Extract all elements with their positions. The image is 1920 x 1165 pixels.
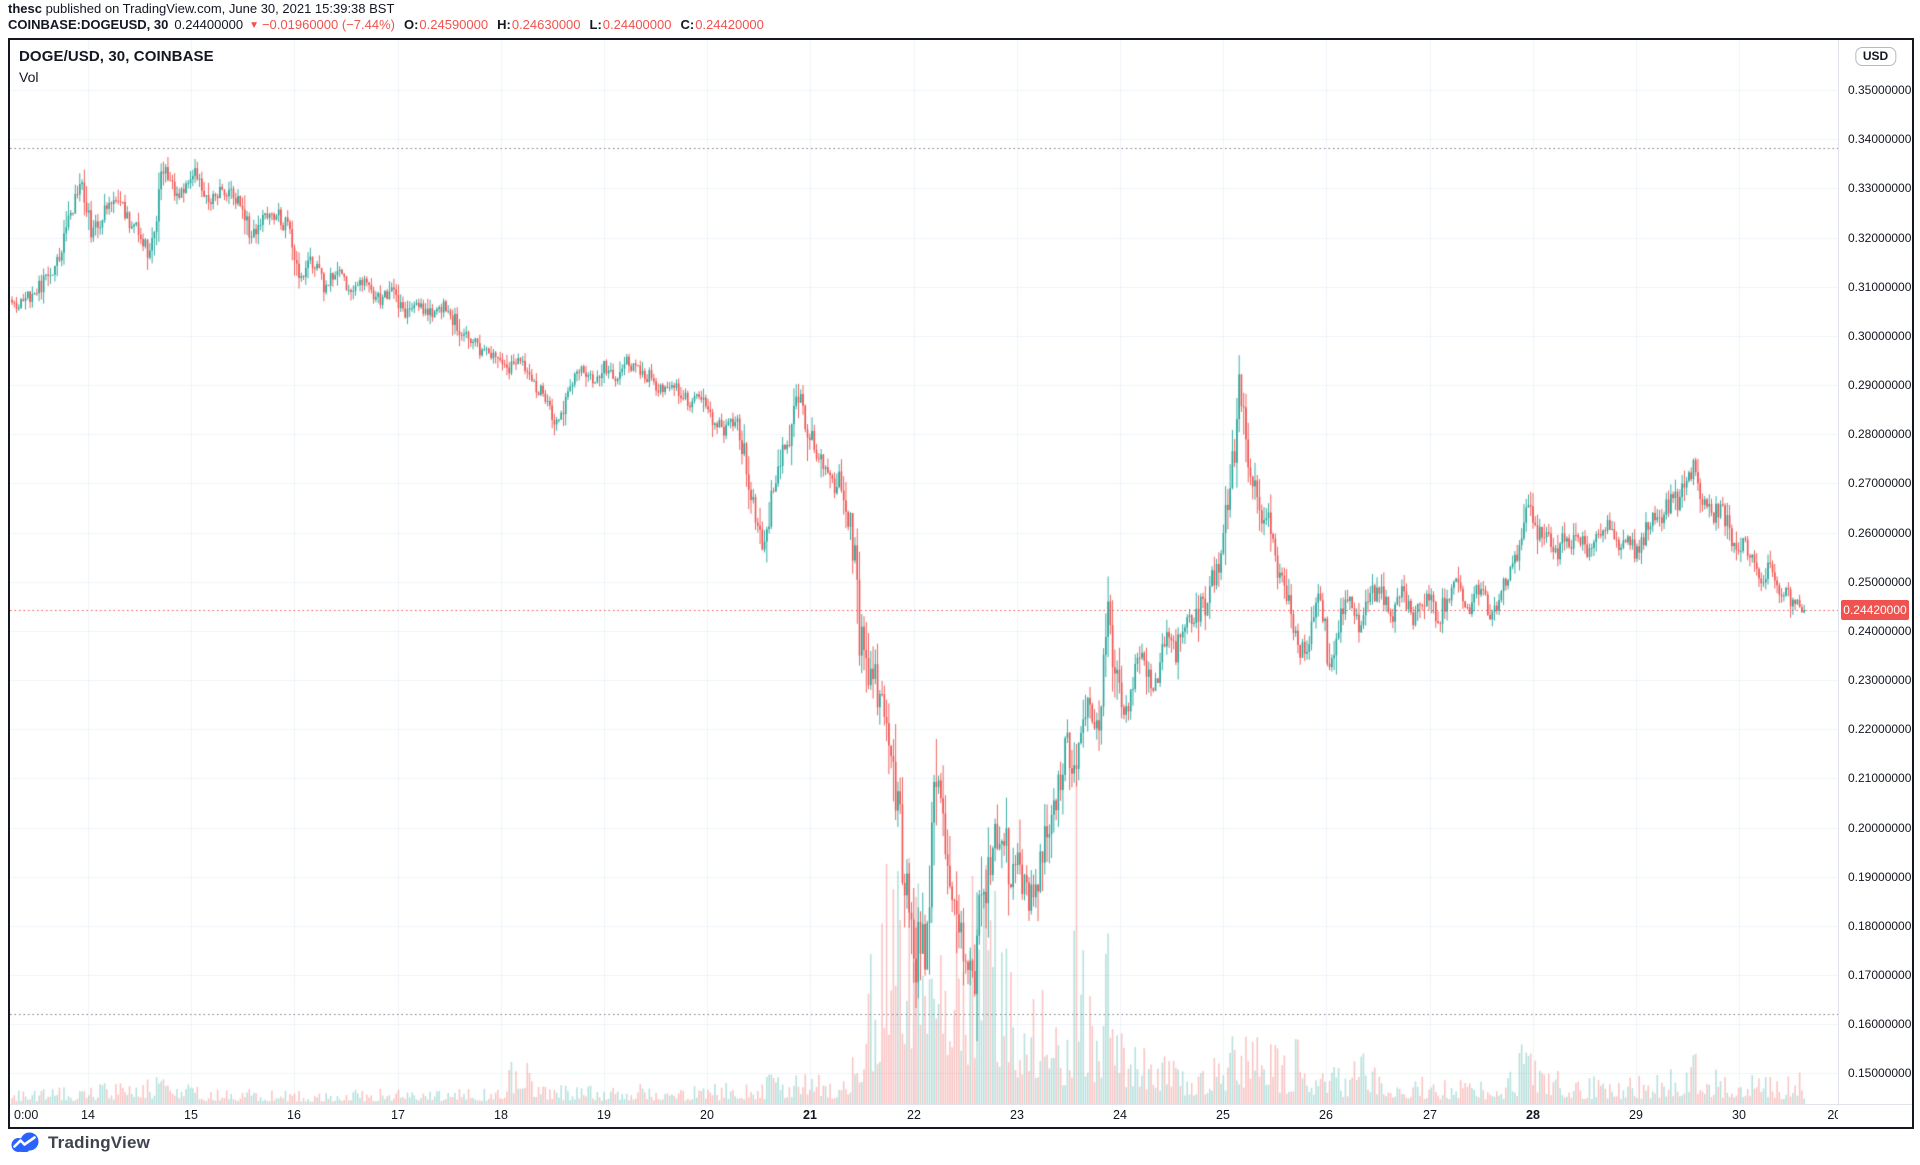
price-axis-label: 0.33000000: [1848, 181, 1912, 196]
publish-bar: thesc published on TradingView.com, June…: [8, 1, 764, 35]
low-label: L:: [589, 17, 602, 32]
high-label: H:: [497, 17, 511, 32]
candles-canvas[interactable]: [10, 40, 1838, 1104]
time-axis-label: 19: [597, 1108, 611, 1122]
change-value: −0.01960000 (−7.44%): [261, 17, 395, 32]
price-axis-label: 0.23000000: [1848, 673, 1912, 688]
price-axis-label: 0.35000000: [1848, 83, 1912, 97]
publisher-username: thesc: [8, 1, 42, 16]
price-axis-label: 0.32000000: [1848, 230, 1912, 245]
time-axis-label: 23: [1010, 1108, 1024, 1122]
time-axis-label: 29: [1629, 1108, 1643, 1122]
time-axis-label: 22: [907, 1108, 921, 1122]
brand-name[interactable]: TradingView: [48, 1132, 151, 1152]
time-axis-label: 0:00: [14, 1108, 39, 1122]
last-price-value: 0.24400000: [174, 17, 244, 32]
time-axis-label: 24: [1113, 1108, 1127, 1122]
price-axis-label: 0.16000000: [1848, 1017, 1912, 1032]
publish-info-text: published on TradingView.com, June 30, 2…: [41, 1, 395, 16]
time-axis-label: 30: [1732, 1108, 1746, 1122]
price-axis-label: 0.29000000: [1848, 378, 1912, 393]
time-axis-label: 21: [803, 1108, 817, 1122]
price-axis-label: 0.31000000: [1848, 279, 1912, 294]
time-axis-label: 20: [700, 1108, 714, 1122]
chart-frame: DOGE/USD, 30, COINBASE Vol USD 0.3500000…: [8, 38, 1914, 1129]
time-axis-label: 15: [184, 1108, 198, 1122]
price-axis-label: 0.20000000: [1848, 820, 1912, 835]
price-axis-label: 0.22000000: [1848, 722, 1912, 737]
close-value: 0.24420000: [695, 17, 764, 32]
price-axis-label: 0.18000000: [1848, 918, 1912, 933]
time-axis-label: 20:00: [1827, 1108, 1838, 1122]
time-axis-label: 17: [391, 1108, 405, 1122]
price-axis-label: 0.19000000: [1848, 869, 1912, 884]
symbol-info-line: COINBASE:DOGEUSD, 30 0.24400000 ▼ −0.019600…: [8, 17, 764, 35]
close-label: C:: [680, 17, 695, 32]
legend-volume-indicator: Vol: [19, 69, 39, 85]
low-value: 0.24400000: [602, 17, 672, 32]
chart-legend: DOGE/USD, 30, COINBASE Vol: [19, 48, 214, 85]
time-axis-label: 16: [287, 1108, 301, 1122]
time-axis-label: 27: [1423, 1108, 1437, 1122]
open-label: O:: [403, 17, 419, 32]
last-price-tag: 0.24420000: [1841, 600, 1909, 621]
currency-button[interactable]: USD: [1854, 47, 1897, 66]
time-axis-label: 26: [1319, 1108, 1333, 1122]
plot-area[interactable]: DOGE/USD, 30, COINBASE Vol: [10, 40, 1838, 1104]
legend-symbol-title: DOGE/USD, 30, COINBASE: [19, 48, 214, 65]
publish-info-line: thesc published on TradingView.com, June…: [8, 1, 764, 17]
price-axis-label: 0.21000000: [1848, 771, 1912, 786]
price-axis-label: 0.15000000: [1848, 1066, 1912, 1081]
open-value: 0.24590000: [419, 17, 489, 32]
time-axis-labels: 0:00 14 15 16 17 18 19 20 21 22 23 24 25 26 27 28 29 30 20…: [10, 1105, 1838, 1127]
time-axis-label: 28: [1526, 1108, 1540, 1122]
time-axis-label: 25: [1216, 1108, 1230, 1122]
down-arrow-icon: ▼: [249, 20, 259, 31]
price-axis-label: 0.34000000: [1848, 132, 1912, 147]
tradingview-logo-icon[interactable]: [10, 1132, 40, 1153]
price-axis-label: 0.25000000: [1848, 574, 1912, 589]
time-axis-label: 18: [494, 1108, 508, 1122]
price-axis-label: 0.30000000: [1848, 328, 1912, 343]
price-axis-label: 0.28000000: [1848, 427, 1912, 442]
price-axis[interactable]: USD 0.35000000 0.34000000 0.33000000 0.3200…: [1838, 40, 1912, 1127]
price-axis-label: 0.27000000: [1848, 476, 1912, 491]
price-axis-label: 0.17000000: [1848, 968, 1912, 983]
high-value: 0.24630000: [511, 17, 581, 32]
price-axis-label: 0.26000000: [1848, 525, 1912, 540]
time-axis-label: 14: [81, 1108, 95, 1122]
price-axis-label: 0.24000000: [1848, 623, 1912, 638]
symbol-name: COINBASE:DOGEUSD, 30: [8, 17, 169, 32]
footer: TradingView: [10, 1132, 150, 1153]
time-axis[interactable]: 0:00 14 15 16 17 18 19 20 21 22 23 24 25 26 27 28 29 30 20…: [10, 1104, 1912, 1127]
